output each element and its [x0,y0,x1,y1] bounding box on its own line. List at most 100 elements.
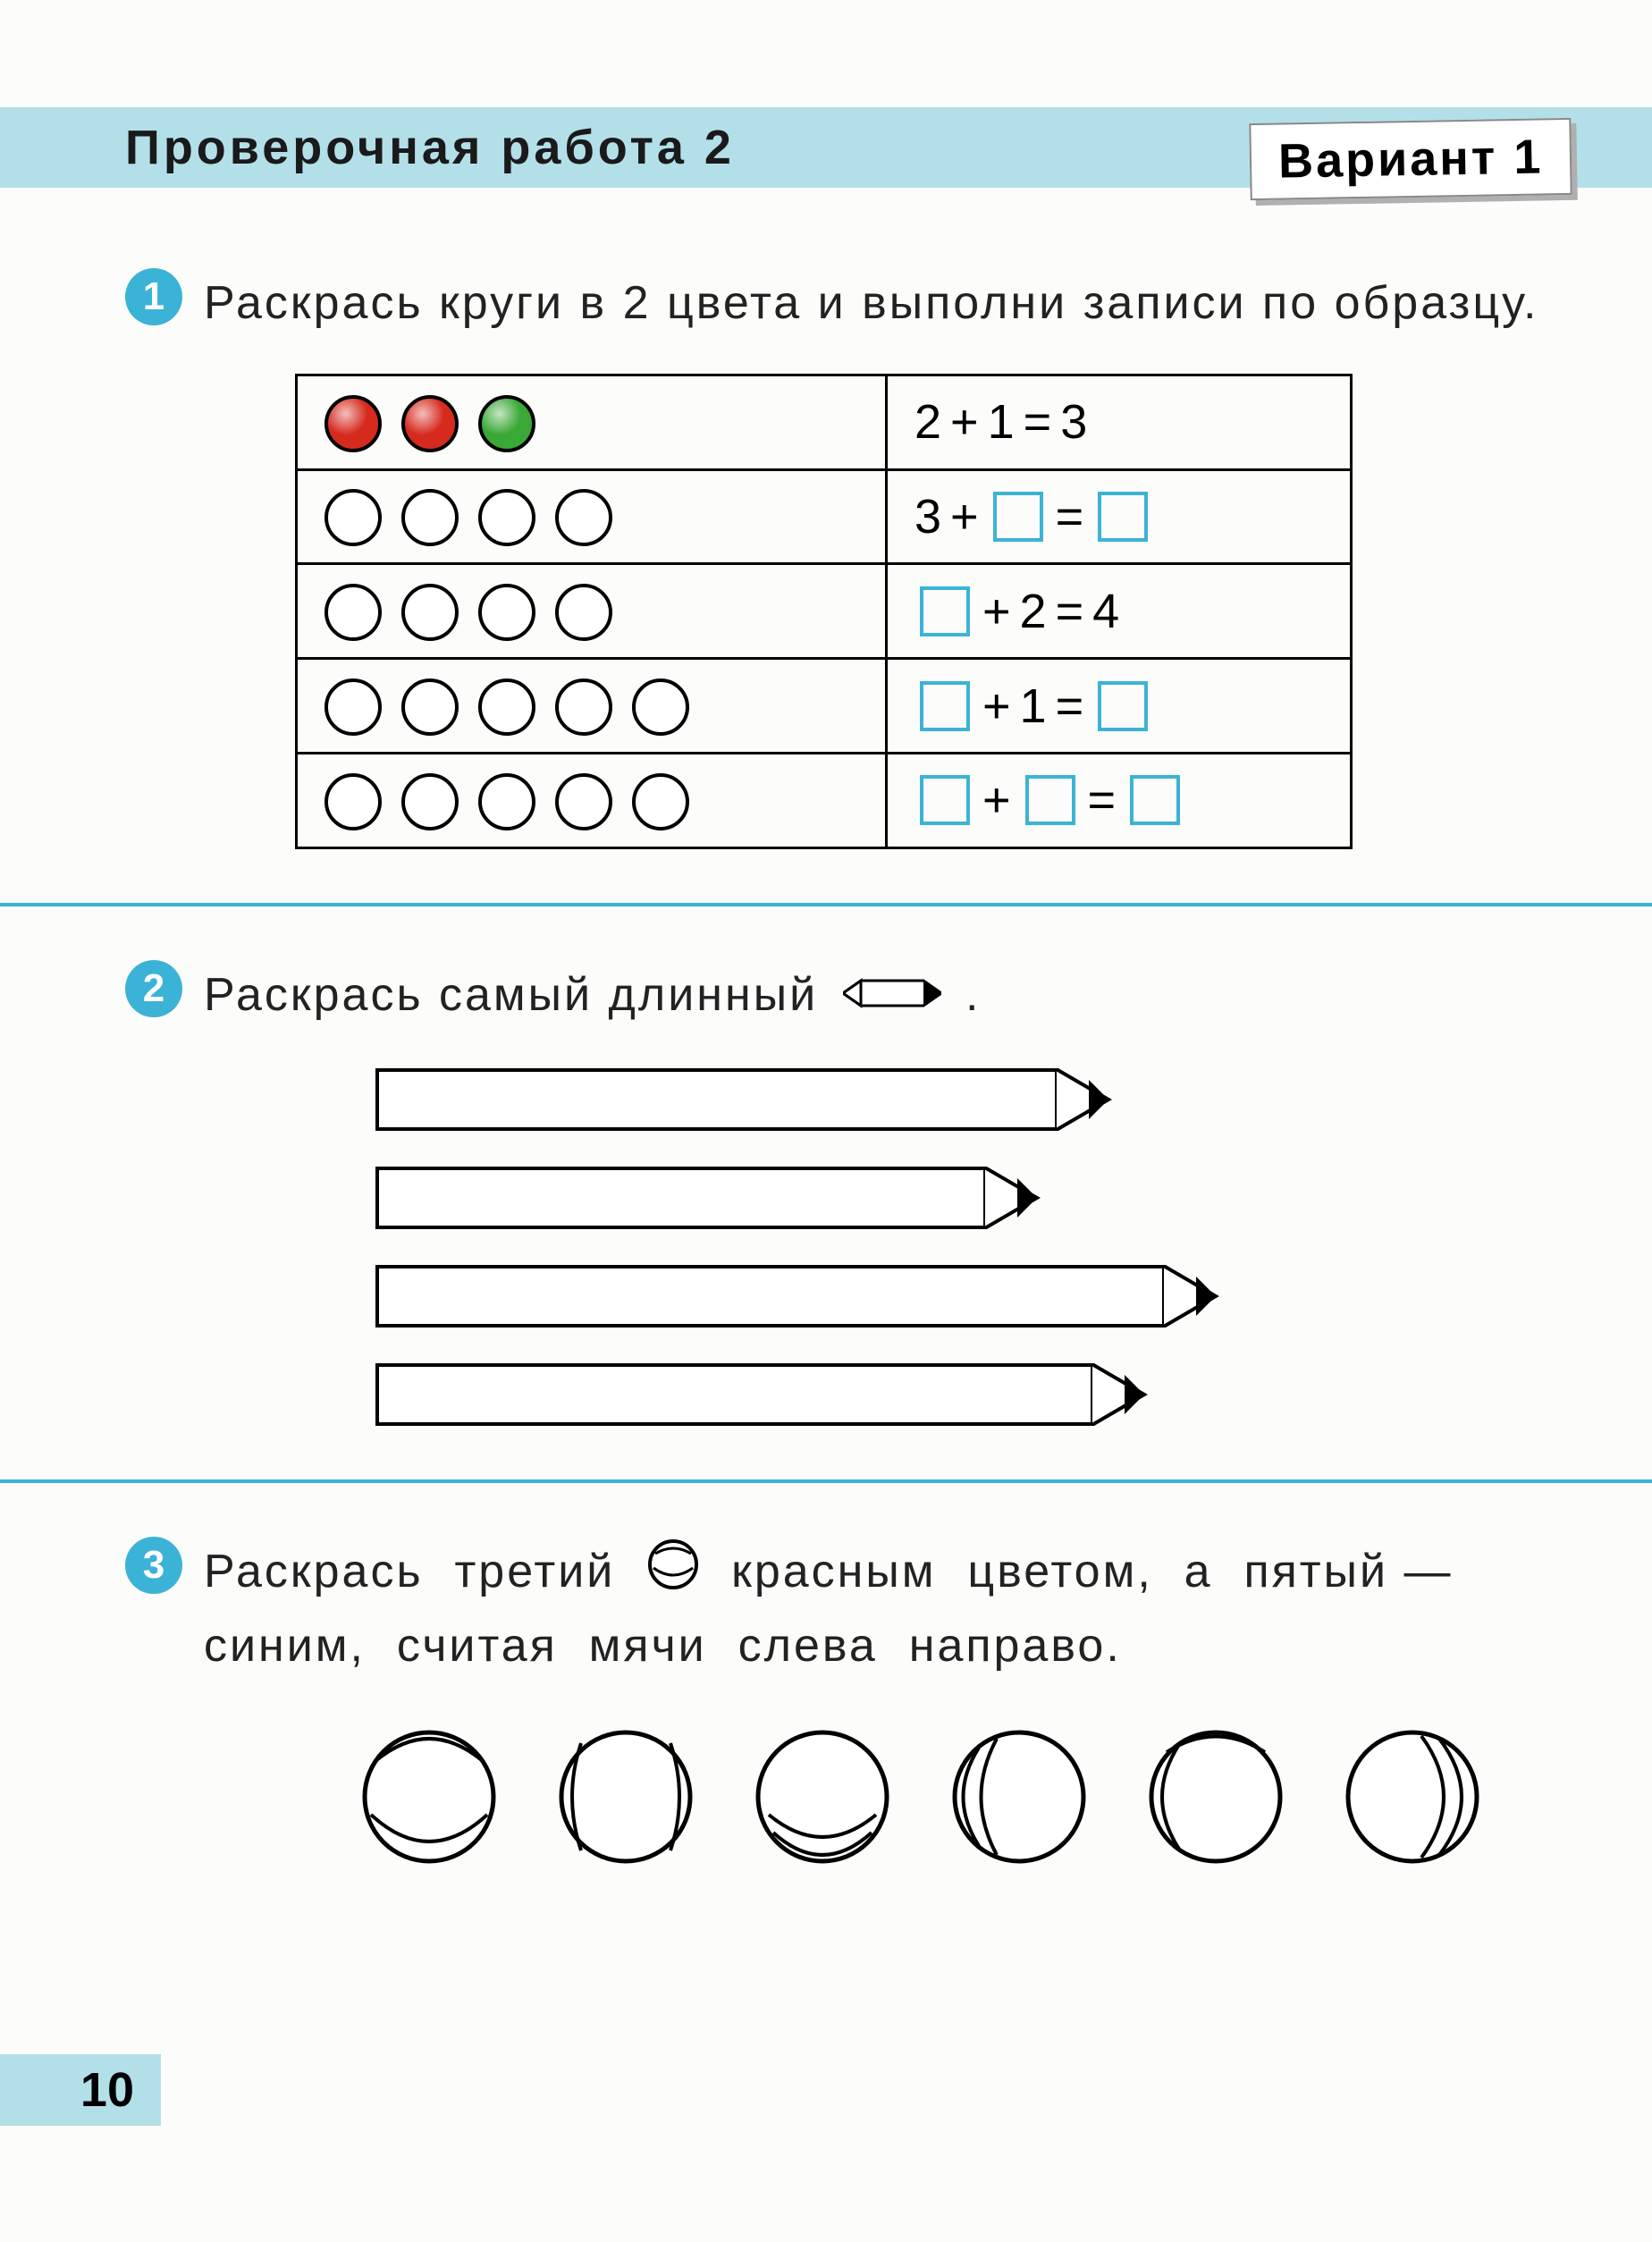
equation-token: = [1024,394,1054,450]
equation-token: 3 [914,489,943,544]
circle [555,584,612,641]
ball-icon [646,1538,700,1611]
circle [401,489,459,546]
circle [324,395,382,452]
circle [478,678,535,736]
circle [478,395,535,452]
equation-cell: 3+ = [887,469,1352,564]
pencil-body [375,1167,983,1229]
circle [324,584,382,641]
blank-box[interactable] [1098,492,1148,542]
pencil [375,1068,1572,1131]
circle [555,489,612,546]
table-row: +1= [297,659,1352,754]
pencil-tip [983,1167,1064,1229]
ball [751,1725,894,1868]
circles-cell [297,375,887,470]
pencil-tip [1162,1265,1243,1328]
circle [632,678,689,736]
task-2-text: Раскрась самый длинный . [204,960,1572,1032]
pencil [375,1265,1572,1328]
circle [555,678,612,736]
equation-token: = [1088,772,1118,828]
circle [478,773,535,830]
page-number: 10 [0,2054,161,2126]
circle [478,489,535,546]
blank-box[interactable] [920,586,970,636]
pencil-body [375,1068,1055,1131]
blank-box[interactable] [920,775,970,825]
equation-token: 1 [988,394,1016,450]
circle [401,584,459,641]
pencil-tip [1055,1068,1135,1131]
task-3: 3 Раскрась третий красным цветом, а пяты… [125,1537,1572,1868]
blank-box[interactable] [1025,775,1075,825]
equation-token: = [1056,489,1086,544]
ball [1144,1725,1287,1868]
table-row: 2+1=3 [297,375,1352,470]
blank-box[interactable] [1098,681,1148,731]
equation-token: + [982,678,1013,734]
circles-cell [297,753,887,847]
equation-token: 3 [1060,394,1089,450]
blank-box[interactable] [993,492,1043,542]
equation-token: 2 [914,394,943,450]
task-1: 1 Раскрась круги в 2 цвета и выполни зап… [125,268,1572,849]
circles-cell [297,659,887,754]
pencil-icon [843,963,941,1032]
header-title: Проверочная работа 2 [125,120,735,175]
pencil-body [375,1265,1162,1328]
pencils-container [375,1068,1572,1426]
content: 1 Раскрась круги в 2 цвета и выполни зап… [125,268,1572,1922]
table-row: 3+ = [297,469,1352,564]
equation-cell: += [887,753,1352,847]
equation-token: = [1056,584,1086,639]
task-number-2: 2 [125,960,182,1017]
task-2-text-before: Раскрась самый длинный [204,969,818,1021]
task-number-3: 3 [125,1537,182,1594]
circle [478,584,535,641]
separator-2 [0,1479,1652,1483]
table-row: +2=4 [297,564,1352,659]
task-number-1: 1 [125,268,182,325]
ball [948,1725,1091,1868]
task-1-text: Раскрась круги в 2 цвета и выполни запис… [204,268,1572,338]
circle [401,773,459,830]
variant-box: Вариант 1 [1249,118,1572,200]
table-row: += [297,753,1352,847]
circle [401,678,459,736]
equation-cell: 2+1=3 [887,375,1352,470]
task-2: 2 Раскрась самый длинный . [125,960,1572,1426]
balls-container [358,1725,1572,1868]
circle [324,678,382,736]
page: Проверочная работа 2 Вариант 1 1 Раскрас… [0,0,1652,2242]
circle [324,773,382,830]
task-1-table: 2+1=33+=+2=4+1=+= [295,374,1353,849]
pencil-tip [1091,1363,1171,1426]
equation-token: 2 [1020,584,1049,639]
equation-token: + [950,489,981,544]
circle [324,489,382,546]
circle [555,773,612,830]
equation-token: 1 [1020,678,1049,734]
blank-box[interactable] [920,681,970,731]
equation-token: + [982,772,1013,828]
ball [358,1725,501,1868]
equation-token: + [982,584,1013,639]
task-3-text: Раскрась третий красным цветом, а пятый … [204,1537,1572,1681]
task-2-text-after: . [965,969,981,1021]
equation-token: + [950,394,981,450]
pencil [375,1363,1572,1426]
circles-cell [297,564,887,659]
separator-1 [0,903,1652,906]
circle [401,395,459,452]
pencil [375,1167,1572,1229]
ball [1341,1725,1484,1868]
pencil-body [375,1363,1091,1426]
equation-token: 4 [1092,584,1121,639]
circle [632,773,689,830]
blank-box[interactable] [1130,775,1180,825]
equation-cell: +1= [887,659,1352,754]
equation-cell: +2=4 [887,564,1352,659]
equation-token: = [1056,678,1086,734]
